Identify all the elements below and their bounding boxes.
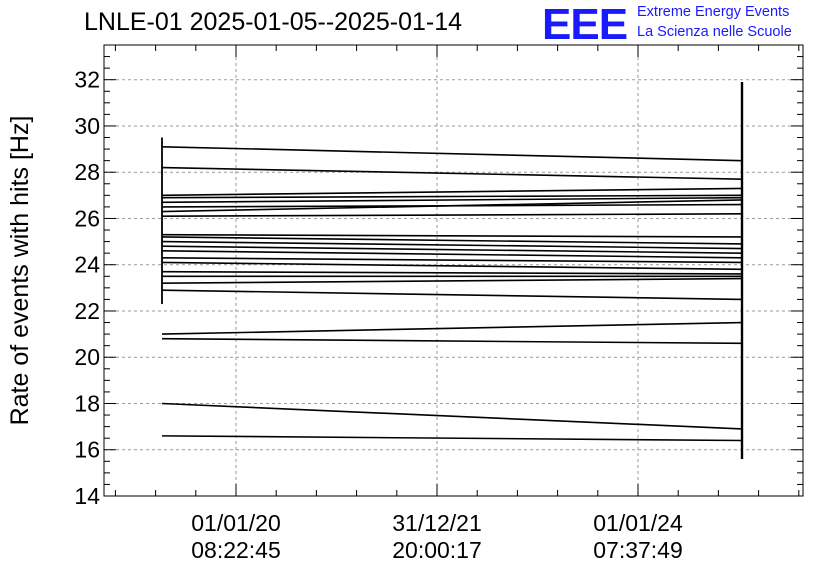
y-axis-label: Rate of events with hits [Hz] — [6, 116, 34, 426]
series-line — [161, 321, 743, 335]
plot-frame — [103, 44, 804, 497]
y-tick-label: 24 — [74, 252, 100, 278]
y-tick-label: 30 — [74, 113, 100, 139]
series-line — [161, 435, 743, 442]
data-series — [161, 82, 744, 459]
series-line — [161, 402, 743, 430]
axis-ticks — [104, 44, 803, 497]
series-line — [161, 145, 743, 162]
series-line — [161, 245, 743, 254]
series-line — [161, 199, 743, 213]
series-line — [161, 196, 743, 204]
series-line — [161, 166, 743, 180]
x-tick-label-date: 01/01/20 — [191, 510, 281, 536]
eee-logo: EEE — [542, 0, 628, 49]
y-tick-labels: 14 16 18 20 22 24 26 28 30 32 — [74, 67, 100, 509]
x-tick-label-time: 07:37:49 — [593, 537, 683, 563]
y-tick-label: 18 — [74, 390, 100, 416]
x-tick-label-time: 20:00:17 — [392, 537, 482, 563]
series-line — [161, 194, 743, 199]
series-line — [161, 289, 743, 301]
y-tick-label: 26 — [74, 205, 100, 231]
series-line — [161, 187, 743, 197]
series-line — [161, 337, 743, 345]
series-line — [161, 250, 743, 259]
y-tick-label: 22 — [74, 298, 100, 324]
series-line — [161, 256, 743, 264]
x-tick-label-date: 01/01/24 — [593, 510, 683, 536]
y-tick-label: 32 — [74, 67, 100, 93]
series-line — [161, 261, 743, 271]
series-line — [161, 233, 743, 238]
y-tick-label: 16 — [74, 437, 100, 463]
series-line — [161, 277, 743, 285]
x-tick-label-date: 31/12/21 — [392, 510, 482, 536]
grid-lines — [104, 45, 803, 496]
series-line — [161, 213, 743, 217]
series-line — [161, 270, 743, 275]
y-tick-label: 28 — [74, 159, 100, 185]
logo-line-1: Extreme Energy Events — [637, 4, 790, 20]
logo-line-2: La Scienza nelle Scuole — [637, 24, 792, 40]
y-tick-label: 20 — [74, 344, 100, 370]
x-tick-label-time: 08:22:45 — [191, 537, 281, 563]
chart-title: LNLE-01 2025-01-05--2025-01-14 — [84, 8, 463, 36]
series-line — [161, 236, 743, 245]
series-line — [161, 240, 743, 250]
y-tick-label: 14 — [74, 483, 100, 509]
